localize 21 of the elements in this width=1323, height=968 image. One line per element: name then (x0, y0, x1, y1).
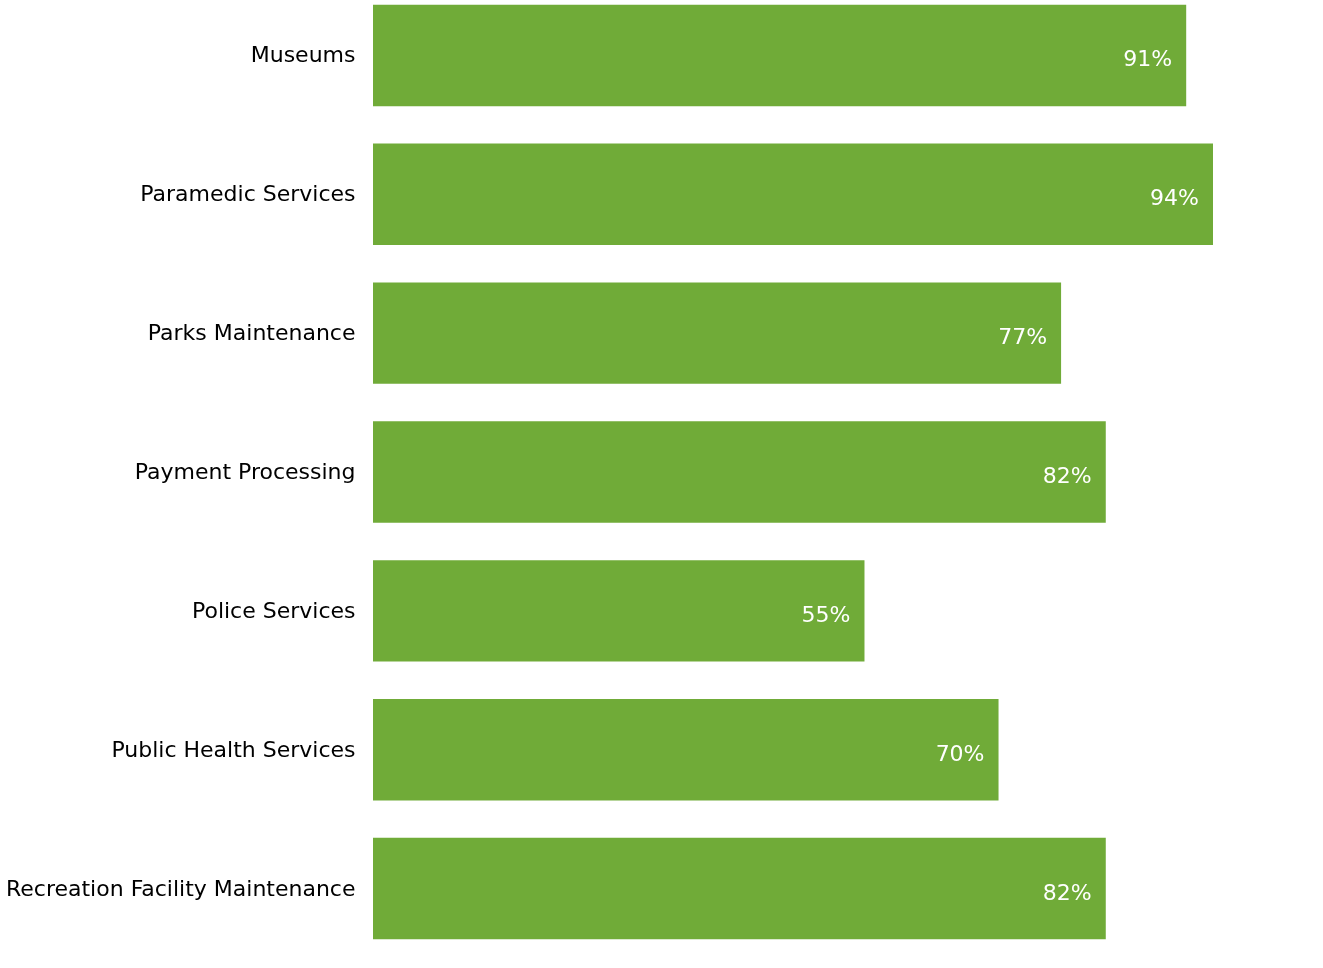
y-tick-label: Museums (250, 42, 356, 68)
data-label: 70% (935, 740, 985, 766)
y-tick-label: Recreation Facility Maintenance (5, 875, 356, 901)
data-label: 82% (1042, 879, 1092, 905)
bar (373, 4, 1187, 107)
bar (373, 837, 1106, 940)
bar (373, 282, 1062, 384)
y-tick-label: Police Services (191, 597, 356, 623)
bar (373, 560, 865, 662)
data-label: 91% (1123, 46, 1173, 72)
y-tick-label: Parks Maintenance (147, 320, 356, 346)
data-label: 55% (801, 601, 851, 627)
y-tick-label: Paramedic Services (140, 181, 356, 207)
data-label: 82% (1042, 463, 1092, 488)
data-label: 94% (1150, 185, 1199, 211)
y-tick-label: Payment Processing (134, 459, 356, 484)
bar (373, 421, 1106, 523)
data-label: 77% (998, 324, 1048, 350)
bar (373, 699, 999, 801)
y-tick-label: Public Health Services (111, 736, 356, 762)
bar (373, 143, 1213, 245)
